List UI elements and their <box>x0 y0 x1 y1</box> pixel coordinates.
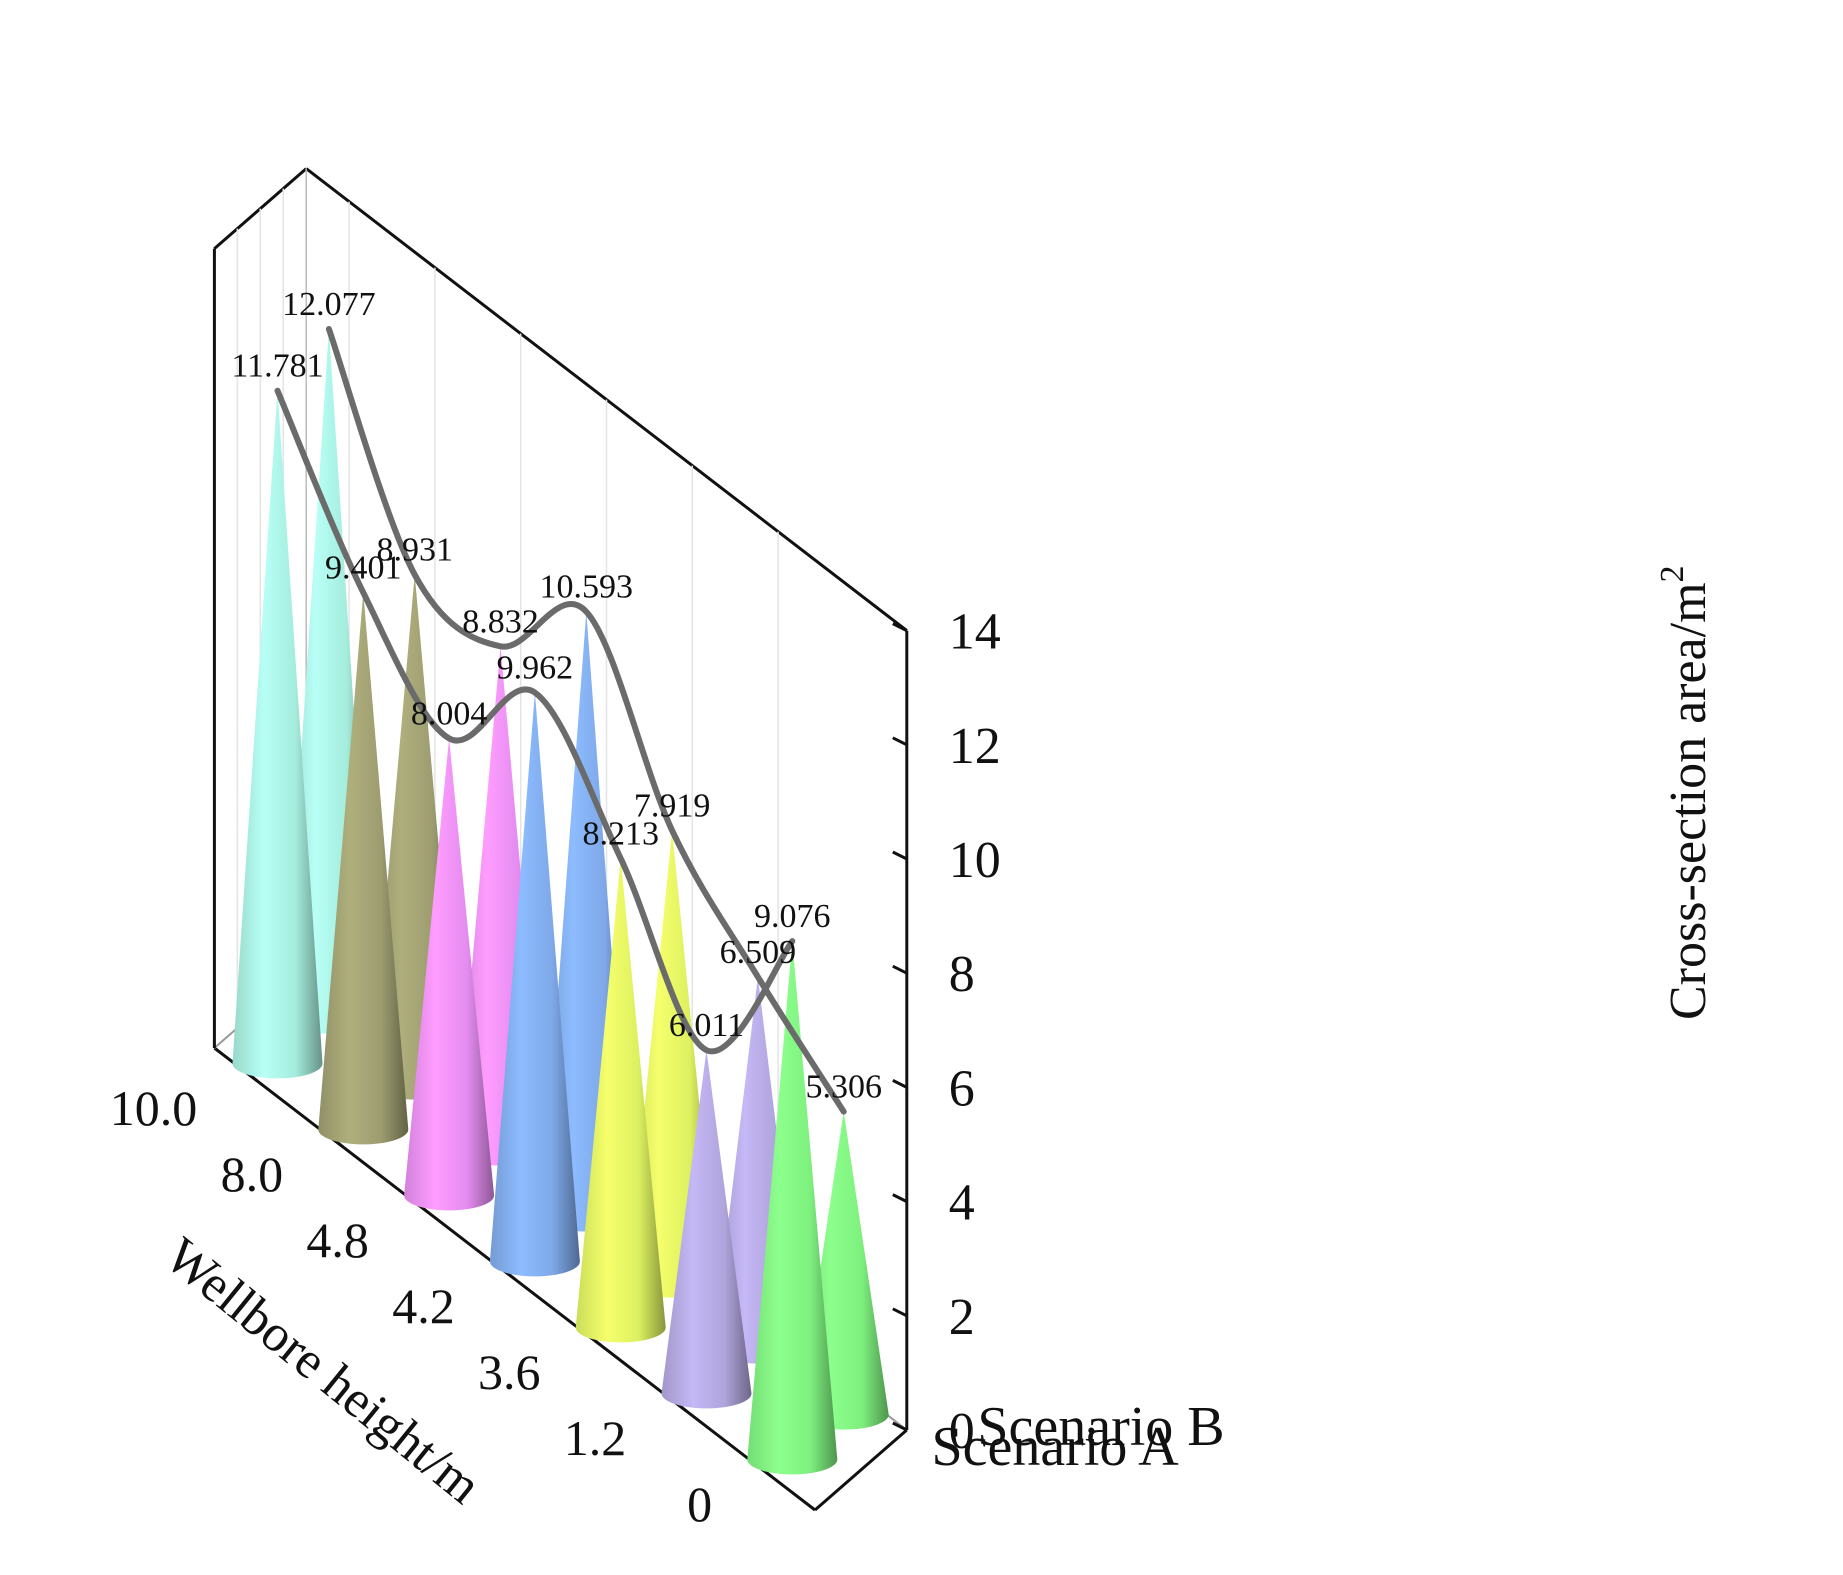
data-label: 6.011 <box>669 1007 744 1044</box>
cone-body <box>489 692 580 1277</box>
z-tick <box>892 622 908 632</box>
cone-body <box>747 941 838 1475</box>
z-tick-label: 0 <box>949 1403 975 1460</box>
x-tick-label: 1.2 <box>564 1410 627 1466</box>
x-tick-label: 4.8 <box>306 1212 369 1268</box>
data-label: 10.593 <box>540 569 634 606</box>
cone-body <box>661 1050 752 1409</box>
axis-labels: 0 2 4 6 8 10 12 14 0 1.2 3.6 4.2 4.8 8.0 10.0 Scenario … <box>110 604 1225 1532</box>
scenario-label: Scenario B <box>977 1396 1224 1458</box>
data-label: 11.781 <box>231 348 323 385</box>
data-label: 9.401 <box>325 550 402 587</box>
data-label: 12.077 <box>282 286 376 323</box>
z-axis-title-sup: 2 <box>1654 565 1691 582</box>
cone-body <box>318 592 409 1145</box>
data-label: 9.962 <box>497 650 574 687</box>
z-axis-title: Cross-section area/m2 <box>1654 565 1717 1020</box>
z-tick-label: 4 <box>949 1175 975 1232</box>
z-tick <box>892 964 908 975</box>
z-axis-title-text: Cross-section area/m <box>1660 582 1717 1020</box>
z-tick <box>892 1307 908 1318</box>
data-label: 8.004 <box>411 695 488 732</box>
z-tick-label: 14 <box>949 604 1001 661</box>
x-tick-label: 0 <box>687 1476 712 1532</box>
x-axis-title: Wellbore height/m <box>154 1227 491 1515</box>
data-label: 8.832 <box>462 603 539 640</box>
cone <box>318 592 409 1145</box>
cone <box>404 738 495 1211</box>
x-tick-label: 8.0 <box>221 1146 284 1202</box>
z-tick <box>892 1193 908 1203</box>
z-tick-label: 2 <box>949 1289 975 1346</box>
cone <box>747 941 838 1475</box>
z-tick-label: 12 <box>949 718 1001 775</box>
cone-body <box>232 390 323 1079</box>
top-edge-right <box>305 167 908 632</box>
x-tick-label: 4.2 <box>392 1278 455 1334</box>
data-label: 9.076 <box>754 898 831 935</box>
x-tick-label: 3.6 <box>478 1344 541 1400</box>
cones <box>232 329 889 1475</box>
cone <box>575 858 666 1343</box>
trend-curve <box>325 326 847 1115</box>
floor-edge-right <box>814 1428 908 1512</box>
z-tick <box>892 736 908 747</box>
data-label: 8.931 <box>376 532 453 569</box>
cone <box>661 1050 752 1409</box>
z-tick-label: 8 <box>949 946 975 1003</box>
trend-curve <box>274 387 796 1055</box>
z-tick <box>892 1079 908 1089</box>
data-label: 7.919 <box>634 787 711 824</box>
cone <box>232 390 323 1079</box>
data-label: 6.509 <box>720 934 797 971</box>
trend-curves <box>274 326 847 1115</box>
cone-body <box>575 858 666 1343</box>
cone <box>489 692 580 1277</box>
x-tick-label: 10.0 <box>110 1080 198 1136</box>
data-label: 8.213 <box>582 815 659 852</box>
z-tick <box>892 850 908 861</box>
z-tick-label: 10 <box>949 832 1001 889</box>
cone-body <box>404 738 495 1211</box>
data-label: 5.306 <box>805 1069 882 1106</box>
scenario-label: Scenario A <box>931 1416 1179 1478</box>
z-tick-label: 6 <box>949 1060 975 1117</box>
z-tick <box>892 1421 908 1432</box>
